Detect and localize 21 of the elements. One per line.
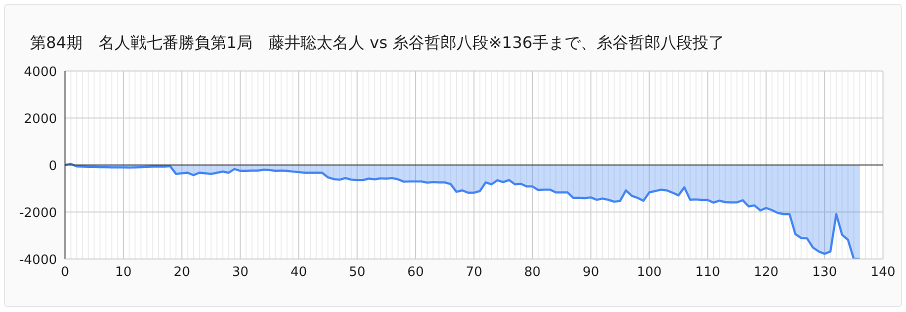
x-tick-label: 30	[232, 265, 249, 280]
y-tick-label: 4000	[24, 65, 57, 80]
x-tick-label: 50	[348, 265, 366, 280]
x-tick-label: 10	[115, 265, 132, 280]
x-tick-label: 0	[60, 265, 70, 280]
y-tick-label: 2000	[24, 112, 57, 127]
x-tick-label: 80	[524, 265, 541, 280]
x-tick-label: 110	[695, 265, 720, 280]
x-tick-label: 20	[174, 265, 190, 280]
x-tick-label: 130	[812, 265, 837, 280]
chart-title: 第84期 名人戦七番勝負第1局 藤井聡太名人 vs 糸谷哲郎八段※136手まで、糸谷哲郎八段投了	[30, 33, 724, 52]
x-tick-label: 120	[754, 265, 779, 280]
x-tick-label: 60	[407, 265, 424, 280]
y-tick-label: -2000	[19, 206, 57, 221]
x-tick-label: 140	[870, 265, 896, 280]
x-tick-label: 90	[582, 265, 600, 280]
x-tick-label: 70	[466, 265, 482, 280]
x-tick-label: 40	[290, 265, 307, 280]
y-tick-label: -4000	[19, 253, 57, 268]
x-tick-label: 100	[636, 265, 662, 280]
y-tick-label: 0	[48, 159, 57, 174]
